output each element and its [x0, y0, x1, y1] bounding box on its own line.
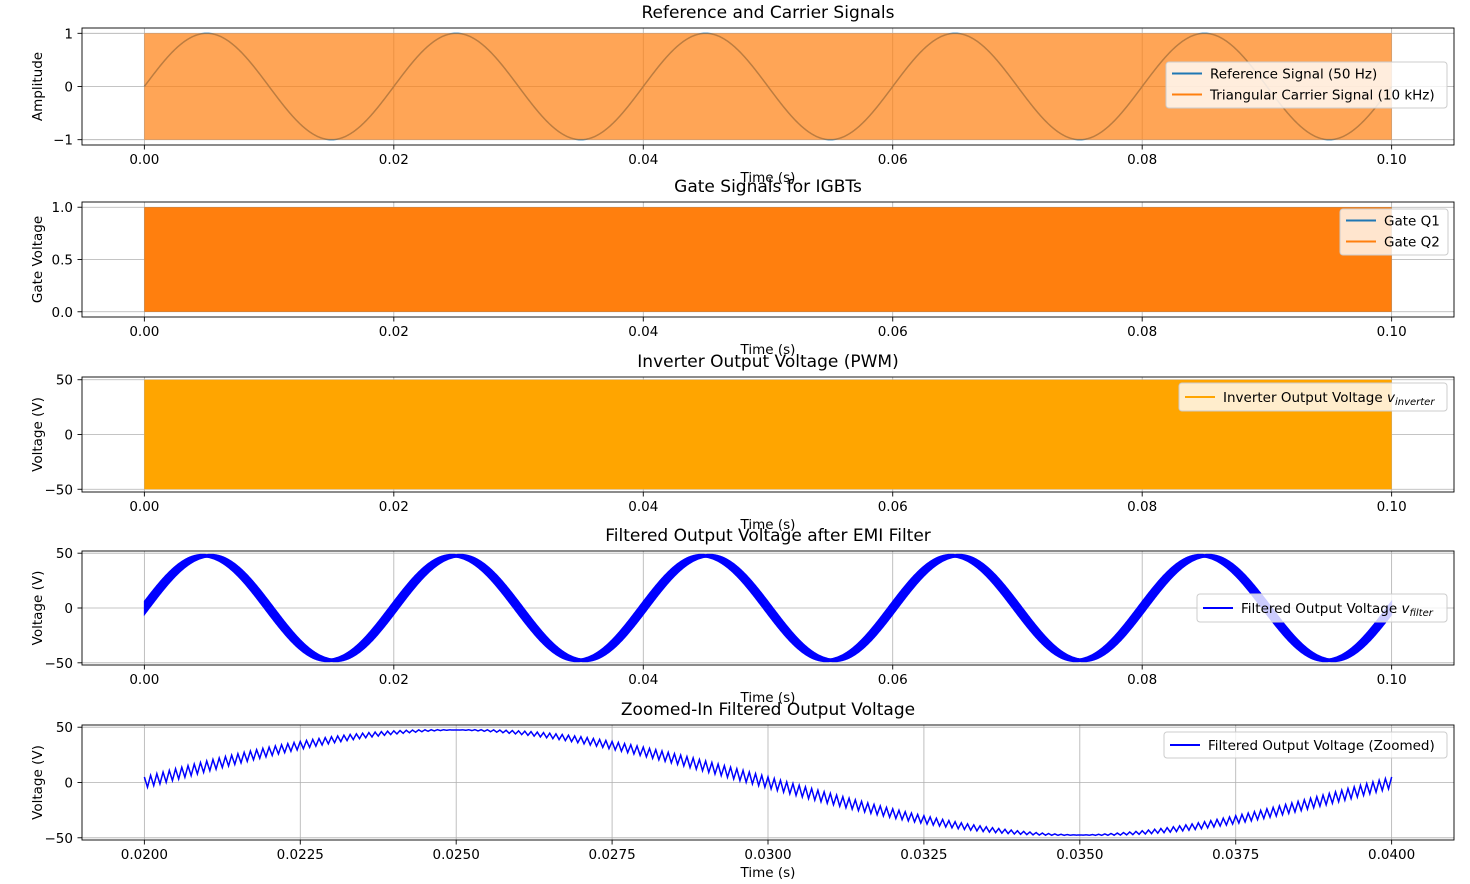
x-tick-label: 0.02: [379, 672, 409, 688]
x-tick-label: 0.10: [1377, 499, 1407, 515]
x-tick-label: 0.06: [878, 672, 908, 688]
x-tick-label: 0.06: [878, 499, 908, 515]
legend: Inverter Output Voltage vinverter: [1179, 383, 1447, 411]
x-tick-label: 0.0250: [433, 847, 480, 863]
x-tick-label: 0.00: [129, 324, 159, 340]
legend-label-text: Gate Q2: [1384, 235, 1440, 251]
subplot-5: 0.0200 0.0225 0.0250 0.0275 0.0300 0.0325 0.03…: [30, 700, 1454, 881]
y-tick-label: 50: [56, 720, 73, 736]
chart-title: Reference and Carrier Signals: [641, 3, 894, 23]
series-layer: [144, 207, 1391, 312]
x-tick-label: 0.10: [1377, 152, 1407, 168]
legend: Gate Q1 Gate Q2: [1340, 209, 1448, 255]
x-tick-label: 0.10: [1377, 672, 1407, 688]
x-tick-label: 0.02: [379, 152, 409, 168]
y-tick-label: −1: [53, 133, 73, 149]
y-tick-label: −50: [45, 831, 74, 847]
y-tick-label: 0: [64, 601, 73, 617]
y-tick-label: 0: [64, 776, 73, 792]
y-tick-label: 1: [64, 26, 73, 42]
x-tick-label: 0.0300: [744, 847, 791, 863]
legend: Reference Signal (50 Hz) Triangular Carri…: [1166, 62, 1447, 108]
legend-label: Reference Signal (50 Hz): [1210, 67, 1377, 83]
x-tick-label: 0.06: [878, 152, 908, 168]
x-tick-label: 0.0400: [1368, 847, 1415, 863]
x-tick-label: 0.00: [129, 152, 159, 168]
x-tick-label: 0.0200: [121, 847, 168, 863]
x-tick-label: 0.08: [1127, 499, 1157, 515]
x-tick-label: 0.0375: [1212, 847, 1259, 863]
y-axis-label: Voltage (V): [30, 571, 46, 646]
x-tick-label: 0.08: [1127, 672, 1157, 688]
x-tick-label: 0.00: [129, 499, 159, 515]
x-tick-label: 0.0350: [1056, 847, 1103, 863]
y-axis-label: Voltage (V): [30, 745, 46, 820]
legend-label-subscript: inverter: [1395, 397, 1435, 408]
y-tick-label: −50: [45, 482, 74, 498]
legend-label-text: Triangular Carrier Signal (10 kHz): [1209, 88, 1435, 104]
y-tick-label: 0.5: [52, 253, 73, 269]
y-tick-label: 50: [56, 546, 73, 562]
chart-title: Inverter Output Voltage (PWM): [637, 352, 898, 372]
y-tick-label: 0: [64, 428, 73, 444]
x-tick-label: 0.10: [1377, 324, 1407, 340]
x-tick-label: 0.04: [628, 672, 658, 688]
y-tick-label: 1.0: [52, 200, 73, 216]
x-tick-label: 0.08: [1127, 324, 1157, 340]
y-axis-label: Amplitude: [30, 52, 46, 121]
legend-label: Filtered Output Voltage (Zoomed): [1208, 738, 1435, 754]
chart-title: Filtered Output Voltage after EMI Filter: [605, 526, 931, 546]
x-tick-label: 0.0225: [277, 847, 324, 863]
legend: Filtered Output Voltage vfilter: [1197, 594, 1447, 622]
chart-title: Gate Signals for IGBTs: [674, 177, 862, 197]
legend-label-text: Filtered Output Voltage: [1241, 601, 1397, 617]
legend-label: Triangular Carrier Signal (10 kHz): [1209, 88, 1435, 104]
legend-label-text: Gate Q1: [1384, 214, 1440, 230]
x-axis-label: Time (s): [740, 865, 796, 881]
legend: Filtered Output Voltage (Zoomed): [1164, 732, 1447, 758]
series-gate-q2: [144, 207, 1391, 312]
legend-label: Gate Q2: [1384, 235, 1440, 251]
y-tick-label: −50: [45, 656, 74, 672]
x-tick-label: 0.06: [878, 324, 908, 340]
x-tick-label: 0.04: [628, 499, 658, 515]
x-tick-label: 0.0325: [900, 847, 947, 863]
x-tick-label: 0.02: [379, 324, 409, 340]
legend-label-subscript: filter: [1409, 608, 1433, 619]
legend-label: Gate Q1: [1384, 214, 1440, 230]
y-axis-label: Voltage (V): [30, 397, 46, 472]
chart-title: Zoomed-In Filtered Output Voltage: [621, 700, 915, 720]
x-tick-label: 0.0275: [588, 847, 635, 863]
legend-label-text: Filtered Output Voltage (Zoomed): [1208, 738, 1435, 754]
x-tick-label: 0.04: [628, 324, 658, 340]
x-tick-label: 0.02: [379, 499, 409, 515]
legend-label-text: Reference Signal (50 Hz): [1210, 67, 1377, 83]
legend-label: Filtered Output Voltage vfilter: [1241, 601, 1434, 619]
y-axis-label: Gate Voltage: [30, 216, 46, 303]
x-tick-label: 0.08: [1127, 152, 1157, 168]
legend-label-text: Inverter Output Voltage: [1223, 390, 1383, 406]
x-tick-label: 0.04: [628, 152, 658, 168]
y-tick-label: 0.0: [52, 305, 73, 321]
x-tick-label: 0.00: [129, 672, 159, 688]
y-tick-label: 0: [64, 80, 73, 96]
y-tick-label: 50: [56, 373, 73, 389]
